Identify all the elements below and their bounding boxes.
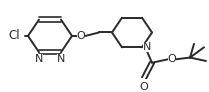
Text: O: O [77,31,85,41]
Text: N: N [57,54,65,64]
Text: O: O [168,54,176,64]
Text: N: N [35,54,43,64]
Text: N: N [143,42,151,52]
Text: Cl: Cl [8,29,20,42]
Text: O: O [140,82,148,92]
